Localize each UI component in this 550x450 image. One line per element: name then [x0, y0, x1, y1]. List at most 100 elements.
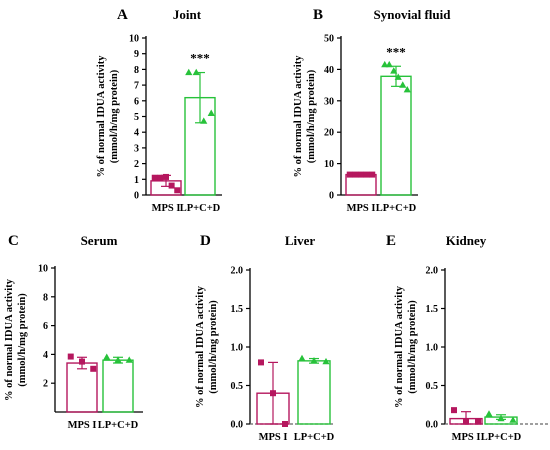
data-point-triangle [310, 357, 318, 364]
data-point-triangle [298, 354, 306, 362]
data-point-triangle [125, 356, 133, 363]
x-category-label: MPS I [452, 432, 481, 443]
data-point-square [346, 171, 353, 178]
y-tick-label: 5 [134, 112, 139, 123]
y-tick-label: 0.0 [426, 420, 439, 431]
chart-title: Serum [81, 233, 118, 248]
chart-title: Joint [173, 7, 202, 22]
chart-title: Kidney [446, 233, 487, 248]
data-point-square [282, 421, 288, 427]
data-point-triangle [103, 353, 111, 360]
y-axis-label: % of normal IDUA activity (mmol/h/mg prot… [394, 285, 418, 408]
data-point-triangle [509, 416, 517, 423]
data-point-triangle [207, 109, 215, 116]
y-tick-label: 4 [43, 350, 48, 361]
data-point-square [475, 418, 481, 425]
panel-letter: C [8, 233, 19, 249]
y-tick-label: 50 [324, 34, 334, 45]
panel-b-synovial-fluid: B Synovial fluid % of normal IDUA activity… [293, 7, 451, 214]
data-point-square [157, 174, 164, 181]
y-tick-label: 30 [324, 96, 334, 107]
y-tick-label: 6 [43, 321, 48, 332]
data-point-triangle [381, 60, 389, 68]
x-category-label: LP+C+D [98, 420, 139, 431]
data-point-triangle [399, 81, 407, 88]
y-tick-label: 1 [134, 175, 139, 186]
y-tick-label: 9 [134, 49, 139, 60]
y-tick-label: 0 [329, 191, 334, 202]
y-tick-label: 40 [324, 65, 334, 76]
y-axis-label-line-2: (mmol/h/mg protein) [208, 300, 219, 394]
y-tick-label: 8 [43, 292, 48, 303]
x-category-label: MPS I [259, 432, 288, 443]
y-axis-label-line-1: % of normal IDUA activity [4, 278, 15, 401]
data-point-square [463, 418, 469, 425]
chart-title: Liver [285, 233, 316, 248]
data-point-triangle [185, 68, 193, 76]
y-axis-label-line-1: % of normal IDUA activity [394, 285, 405, 408]
bar-lp-c-d [297, 360, 331, 425]
chart-title: Synovial fluid [374, 7, 452, 22]
panel-c-serum: C Serum % of normal IDUA activity (mmol/h/m… [4, 233, 143, 431]
data-point-square [163, 173, 169, 180]
data-point-triangle [322, 357, 330, 365]
x-category-label: MPS I [68, 420, 97, 431]
y-tick-label: 0.0 [231, 420, 244, 431]
data-point-square [358, 171, 364, 178]
y-tick-label: 1.0 [231, 343, 244, 354]
data-point-square [174, 187, 181, 194]
data-point-triangle [394, 73, 402, 80]
data-point-triangle [385, 60, 393, 68]
y-tick-label: 10 [324, 159, 334, 170]
bar-mps-i [345, 173, 377, 196]
data-point-square [151, 174, 158, 181]
y-tick-label: 1.5 [231, 304, 244, 315]
y-axis-label-line-2: (mmol/h/mg protein) [407, 300, 418, 394]
x-category-label: LP+C+D [180, 203, 221, 214]
y-tick-label: 2 [134, 159, 139, 170]
y-axis-label: % of normal IDUA activity (mmol/h/mg prot… [4, 278, 28, 401]
data-point-square [258, 359, 264, 366]
y-tick-label: 2.0 [231, 266, 244, 277]
y-tick-label: 3 [134, 143, 139, 154]
panel-letter: D [200, 233, 211, 249]
y-tick-label: 6 [134, 96, 139, 107]
y-tick-label: 0 [134, 191, 139, 202]
significance-label: *** [386, 44, 406, 59]
data-point-triangle [403, 86, 411, 93]
y-tick-label: 1.5 [426, 304, 439, 315]
y-tick-label: 7 [134, 81, 139, 92]
significance-label: *** [190, 51, 210, 66]
y-axis-label: % of normal IDUA activity (mmol/h/mg prot… [195, 285, 219, 408]
y-axis-label: % of normal IDUA activity (mmol/h/mg prot… [96, 55, 120, 178]
y-tick-label: 20 [324, 128, 334, 139]
panel-d-liver: D Liver % of normal IDUA activity (mmol/h/m… [195, 233, 335, 443]
data-point-square [270, 390, 276, 397]
x-category-label: LP+C+D [294, 432, 335, 443]
x-category-label: LP+C+D [481, 432, 522, 443]
x-category-label: MPS I [347, 203, 376, 214]
bar-lp-c-d [380, 75, 412, 196]
y-axis-label-line-2: (mmol/h/mg protein) [109, 69, 120, 163]
data-point-triangle [390, 67, 398, 74]
panel-letter: A [117, 7, 128, 23]
data-point-square [451, 407, 457, 414]
panel-letter: B [313, 7, 323, 23]
y-tick-label: 0.5 [231, 381, 244, 392]
y-tick-label: 2.0 [426, 266, 439, 277]
data-point-triangle [497, 414, 505, 422]
data-point-square [352, 171, 359, 178]
x-category-label: MPS I [152, 203, 181, 214]
panel-a-joint: A Joint % of normal IDUA activity (mmol/h/m… [96, 7, 222, 214]
data-point-square [90, 365, 97, 372]
panel-e-kidney: E Kidney % of normal IDUA activity (mmol/h/… [386, 233, 548, 443]
data-point-square [363, 171, 370, 178]
panel-letter: E [386, 233, 396, 249]
y-tick-label: 0.5 [426, 381, 439, 392]
data-point-square [369, 171, 376, 178]
data-point-triangle [485, 410, 493, 417]
y-tick-label: 10 [129, 34, 139, 45]
data-point-triangle [114, 356, 122, 363]
data-point-square [79, 358, 85, 365]
